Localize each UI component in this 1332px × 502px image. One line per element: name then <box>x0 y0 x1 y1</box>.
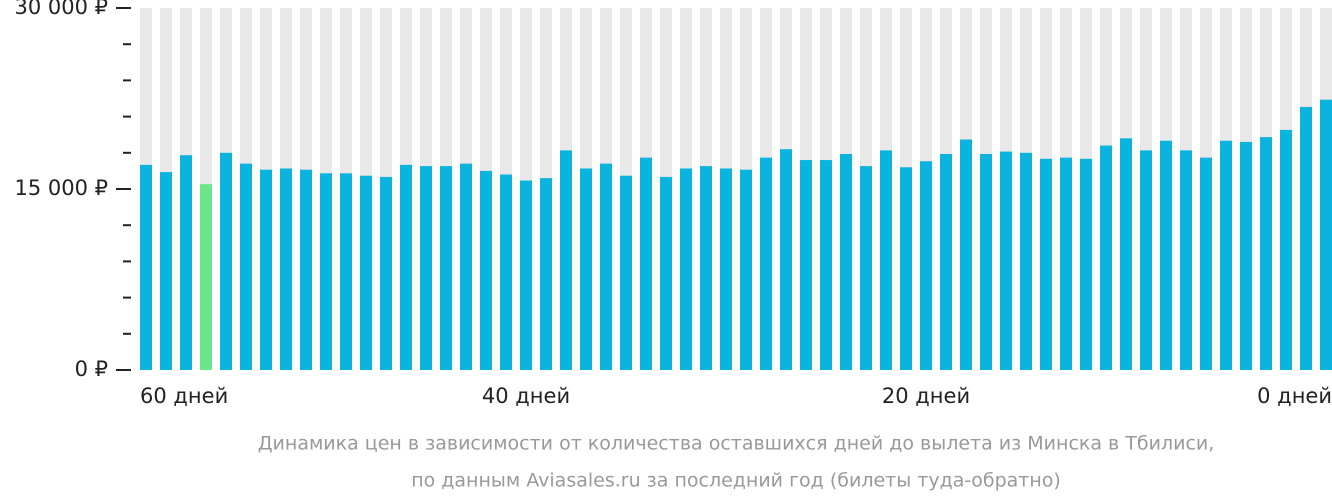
bar <box>1260 137 1272 370</box>
bar <box>960 139 972 370</box>
bar <box>160 172 172 370</box>
bar <box>620 175 632 370</box>
bar <box>780 149 792 370</box>
bar <box>360 175 372 370</box>
bar <box>900 167 912 370</box>
bar <box>140 164 152 370</box>
bar <box>560 150 572 370</box>
bar <box>460 163 472 370</box>
bar <box>740 169 752 370</box>
bar <box>220 152 232 370</box>
bar <box>1040 158 1052 370</box>
bar <box>1240 141 1252 370</box>
x-tick-label: 20 дней <box>882 384 970 408</box>
bar <box>1060 157 1072 370</box>
bar <box>760 157 772 370</box>
bar <box>1200 157 1212 370</box>
bar <box>480 170 492 370</box>
bar <box>540 178 552 370</box>
y-tick-label: 30 000 ₽ <box>14 0 108 19</box>
bar <box>1180 150 1192 370</box>
bar <box>1140 150 1152 370</box>
bar <box>640 157 652 370</box>
bar <box>1220 140 1232 370</box>
x-tick-label: 60 дней <box>140 384 228 408</box>
bar <box>1000 151 1012 370</box>
bar <box>860 166 872 370</box>
x-tick-label: 0 дней <box>1257 384 1332 408</box>
bar <box>1080 158 1092 370</box>
bar <box>200 184 212 370</box>
bar <box>580 168 592 370</box>
x-tick-label: 40 дней <box>482 384 570 408</box>
y-tick-label: 0 ₽ <box>75 357 108 381</box>
bar <box>520 180 532 370</box>
bar <box>700 166 712 370</box>
bar <box>280 168 292 370</box>
bar <box>1120 138 1132 370</box>
caption: по данным Aviasales.ru за последний год … <box>411 470 1061 492</box>
bar <box>920 161 932 370</box>
bar <box>260 169 272 370</box>
bar <box>820 160 832 370</box>
bar <box>940 154 952 370</box>
bar <box>880 150 892 370</box>
bar <box>1320 99 1332 370</box>
bar <box>300 169 312 370</box>
bar <box>840 154 852 370</box>
bar <box>660 176 672 370</box>
bar <box>800 160 812 370</box>
bar <box>500 174 512 370</box>
y-tick-label: 15 000 ₽ <box>14 176 108 200</box>
bar <box>1280 129 1292 370</box>
bar <box>180 155 192 370</box>
bar <box>1100 145 1112 370</box>
bar <box>1020 152 1032 370</box>
bar <box>1160 140 1172 370</box>
bar <box>420 166 432 370</box>
bar <box>680 168 692 370</box>
bar <box>380 176 392 370</box>
bar <box>400 164 412 370</box>
bar <box>1300 106 1312 371</box>
bar <box>600 163 612 370</box>
bar <box>320 173 332 370</box>
caption: Динамика цен в зависимости от количества… <box>258 433 1215 455</box>
bar <box>340 173 352 370</box>
bar <box>980 154 992 370</box>
bar <box>240 163 252 370</box>
bar <box>440 166 452 370</box>
bar <box>720 168 732 370</box>
